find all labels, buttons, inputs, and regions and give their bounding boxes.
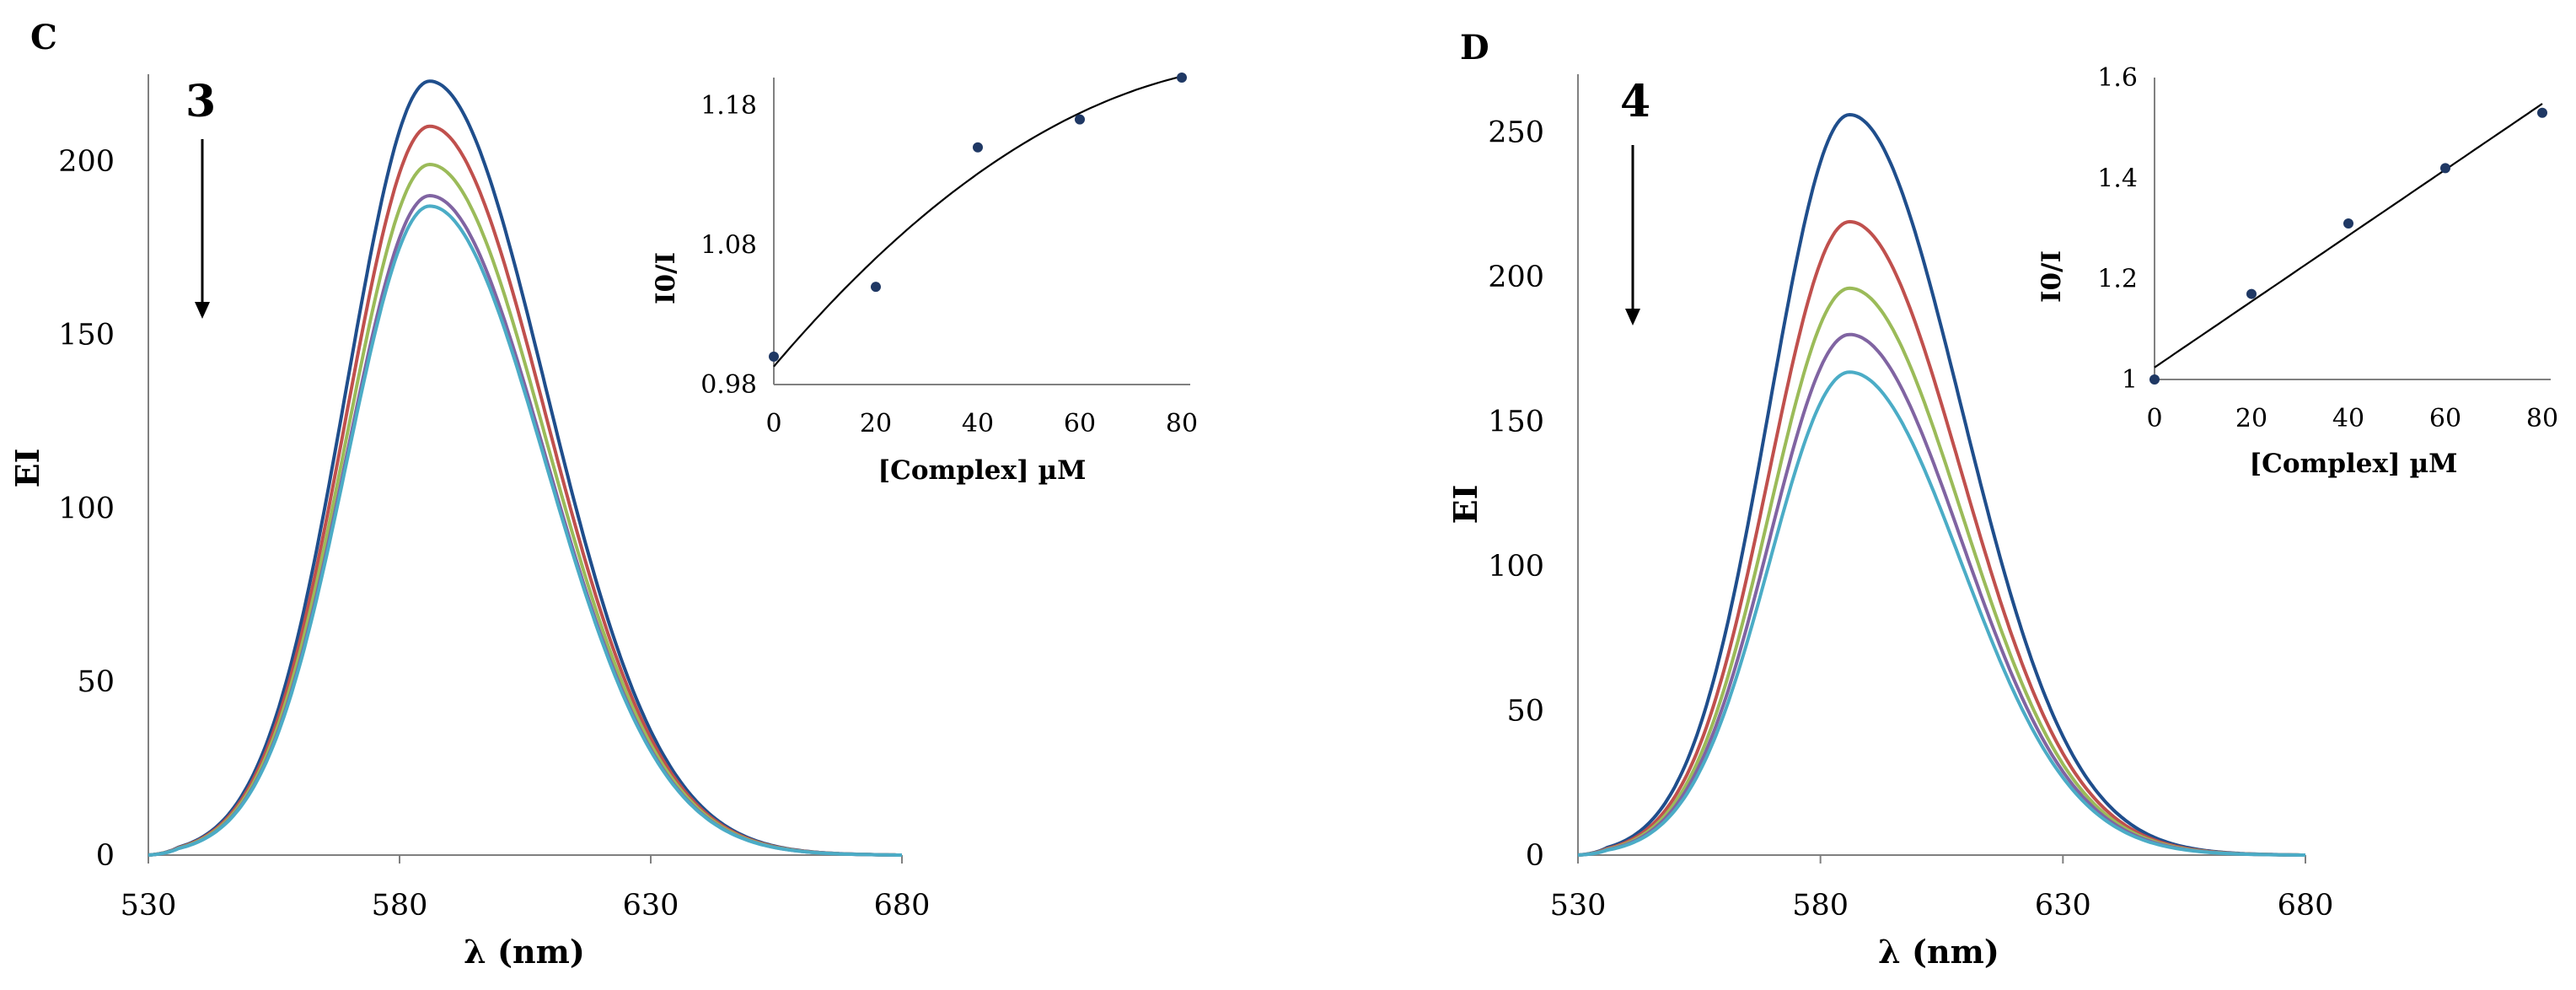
x-tick-label: 580	[1792, 889, 1849, 923]
inset-data-point	[2149, 374, 2160, 385]
x-tick-label: 580	[372, 889, 428, 923]
y-axis-label-c: EI	[8, 449, 46, 488]
inset-data-point	[1177, 73, 1187, 83]
emission-curve-0um	[148, 79, 902, 857]
inset-fit-line	[773, 75, 1183, 368]
x-tick-label: 530	[121, 889, 177, 923]
y-tick-label: 150	[58, 319, 115, 352]
x-axis-label-c: λ (nm)	[464, 933, 585, 971]
x-tick-label: 630	[623, 889, 679, 923]
inset-fit-line	[2154, 103, 2543, 369]
inset-x-tick-label: 20	[860, 409, 892, 439]
emission-curve-80um	[148, 204, 902, 857]
emission-curve-80um	[1577, 370, 2305, 857]
inset-x-tick-label: 60	[1064, 409, 1096, 439]
inset-x-tick-label: 80	[2526, 404, 2558, 433]
x-tick-label: 680	[2278, 889, 2334, 923]
inset-y-tick-label: 1.4	[2097, 164, 2138, 193]
quench-arrowhead-c	[195, 302, 210, 319]
inset-data-point	[973, 142, 983, 153]
inset-y-tick-label: 1.08	[700, 231, 757, 261]
inset-y-axis-label-c: I0/I	[651, 252, 681, 304]
y-tick-label: 0	[1526, 839, 1544, 873]
emission-curve-20um	[148, 124, 902, 857]
inset-data-point	[1075, 114, 1085, 125]
compound-label-4: 4	[1620, 76, 1650, 127]
inset-data-point	[769, 351, 779, 362]
inset-data-point	[2343, 218, 2353, 229]
inset-data-point	[2246, 288, 2257, 299]
y-tick-label: 50	[77, 665, 115, 699]
inset-x-tick-label: 20	[2235, 404, 2267, 433]
inset-x-tick-label: 40	[2332, 404, 2364, 433]
inset-x-tick-label: 80	[1166, 409, 1198, 439]
inset-y-tick-label: 0.98	[700, 370, 757, 400]
inset-y-tick-label: 1.18	[700, 91, 757, 121]
panel-label-c: C	[30, 18, 57, 57]
inset-x-tick-label: 40	[962, 409, 994, 439]
inset-x-tick-label: 60	[2429, 404, 2461, 433]
y-tick-label: 200	[1488, 261, 1544, 294]
inset-x-tick-label: 0	[765, 409, 781, 439]
x-tick-label: 530	[1550, 889, 1607, 923]
y-axis-label-d: EI	[1446, 485, 1484, 525]
x-tick-label: 630	[2035, 889, 2091, 923]
y-tick-label: 250	[1488, 116, 1544, 150]
x-axis-label-d: λ (nm)	[1878, 933, 1999, 971]
inset-data-point	[2440, 163, 2450, 174]
y-tick-label: 100	[1488, 550, 1544, 584]
y-tick-label: 50	[1506, 695, 1544, 729]
inset-c: 0.98 1.08 1.18 0 20 40 60 80 I0/I [Complex] µM	[651, 73, 1198, 486]
emission-curve-40um	[1577, 286, 2305, 857]
inset-d: 1 1.2 1.4 1.6 0 20 40 60 80 I0/I [Complex] µM	[2037, 63, 2558, 479]
inset-y-tick-label: 1	[2122, 365, 2138, 395]
inset-x-axis-label-d: [Complex] µM	[2250, 449, 2458, 479]
inset-x-tick-label: 0	[2146, 404, 2162, 433]
inset-y-tick-label: 1.6	[2097, 63, 2138, 93]
y-tick-label: 0	[96, 839, 115, 873]
y-tick-label: 100	[58, 492, 115, 525]
inset-data-point	[2537, 107, 2547, 118]
inset-y-axis-label-d: I0/I	[2037, 250, 2067, 303]
y-tick-label: 150	[1488, 406, 1544, 439]
inset-x-axis-label-c: [Complex] µM	[878, 455, 1087, 486]
panel-label-d: D	[1460, 28, 1489, 67]
emission-curve-40um	[148, 162, 902, 857]
inset-y-tick-label: 1.2	[2097, 265, 2138, 294]
quench-arrowhead-d	[1625, 309, 1640, 326]
x-tick-label: 680	[874, 889, 931, 923]
compound-label-3: 3	[185, 76, 216, 127]
y-tick-label: 200	[58, 145, 115, 179]
inset-data-point	[871, 282, 881, 293]
